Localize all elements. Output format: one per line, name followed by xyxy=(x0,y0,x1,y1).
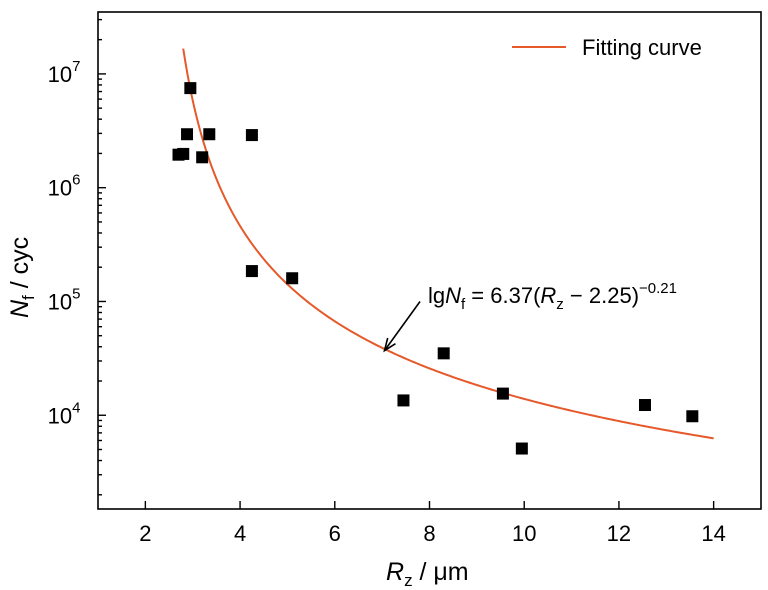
data-point xyxy=(437,347,450,360)
data-point xyxy=(686,410,699,423)
x-axis-symbol: R xyxy=(386,558,404,586)
data-point xyxy=(515,442,528,455)
y-axis-symbol: N xyxy=(6,299,34,318)
fit-curve xyxy=(182,48,714,440)
x-tick-label: 4 xyxy=(234,521,246,546)
x-tick-label: 14 xyxy=(701,521,725,546)
data-point xyxy=(245,265,258,278)
data-point xyxy=(181,128,194,141)
y-tick-base: 10 xyxy=(48,176,72,201)
data-point xyxy=(397,394,410,407)
eq-n: N xyxy=(445,283,461,308)
fit-layer xyxy=(182,48,714,440)
eq-r: R xyxy=(540,283,556,308)
x-axis-ticks: 2 4 6 8 10 12 14 xyxy=(139,501,726,546)
x-axis-unit: / μm xyxy=(413,558,469,586)
y-axis-subscript: f xyxy=(19,295,38,300)
data-point xyxy=(638,399,651,412)
data-point xyxy=(196,151,209,164)
y-tick-label: 105 xyxy=(48,285,81,314)
fit-equation: lgNf = 6.37(Rz − 2.25)−0.21 xyxy=(428,280,677,313)
annotation-arrow xyxy=(383,301,421,353)
y-axis-unit: / cyc xyxy=(6,237,34,295)
y-tick-base: 10 xyxy=(48,403,72,428)
arrow-shaft xyxy=(383,301,421,352)
x-tick-label: 12 xyxy=(607,521,631,546)
legend: Fitting curve xyxy=(512,35,702,60)
y-tick-base: 10 xyxy=(48,62,72,87)
eq-exp: −0.21 xyxy=(639,280,677,297)
x-tick-label: 6 xyxy=(329,521,341,546)
data-point xyxy=(184,82,197,95)
eq-r-sub: z xyxy=(556,296,564,313)
data-point xyxy=(245,129,258,142)
y-tick-label: 104 xyxy=(48,399,81,428)
plot-frame xyxy=(97,11,762,510)
eq-tail: − 2.25) xyxy=(564,283,639,308)
legend-fit-label: Fitting curve xyxy=(582,35,702,60)
y-tick-exponent: 5 xyxy=(72,285,80,302)
data-point xyxy=(203,128,216,141)
eq-n-sub: f xyxy=(461,296,466,313)
y-tick-exponent: 6 xyxy=(72,172,80,189)
y-tick-exponent: 7 xyxy=(72,58,80,75)
data-point xyxy=(496,387,509,400)
x-tick-label: 2 xyxy=(139,521,151,546)
y-tick-label: 107 xyxy=(48,58,81,87)
x-tick-label: 8 xyxy=(423,521,435,546)
points-layer xyxy=(172,82,699,455)
data-point xyxy=(286,272,299,285)
y-tick-base: 10 xyxy=(48,289,72,314)
x-tick-label: 10 xyxy=(512,521,536,546)
data-point xyxy=(177,147,190,160)
y-tick-exponent: 4 xyxy=(72,399,80,416)
y-tick-label: 106 xyxy=(48,172,81,201)
eq-mid: = 6.37( xyxy=(465,283,541,308)
x-axis-subscript: z xyxy=(404,571,413,590)
arrow-head xyxy=(383,337,396,353)
eq-lg: lg xyxy=(428,283,445,308)
x-axis-title: Rz / μm xyxy=(386,558,469,590)
y-axis-title: Nf / cyc xyxy=(6,237,38,318)
